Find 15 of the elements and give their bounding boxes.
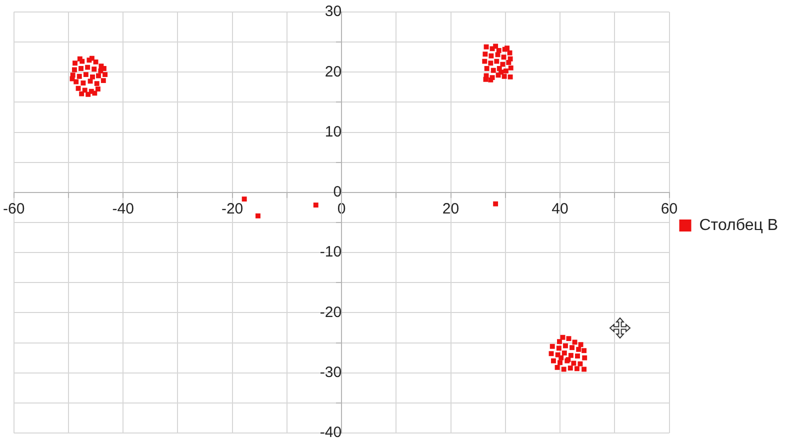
x-tick-label: -20	[221, 200, 244, 218]
y-tick-label: 20	[324, 63, 342, 80]
y-tick-label: -40	[320, 424, 342, 442]
y-tick-label: -20	[320, 304, 342, 321]
x-tick-label: 40	[552, 200, 568, 218]
y-tick-label: 10	[324, 123, 342, 140]
legend-label: Столбец B	[699, 216, 778, 234]
x-tick-label: 60	[660, 200, 678, 218]
x-tick-label: -60	[2, 200, 25, 218]
y-tick-label: 30	[324, 3, 342, 20]
y-tick-label: 0	[333, 184, 342, 201]
y-tick-label: -30	[320, 364, 342, 381]
x-tick-label: -40	[112, 200, 134, 218]
x-tick-label: 20	[442, 200, 460, 218]
y-tick-label: -10	[320, 244, 342, 261]
